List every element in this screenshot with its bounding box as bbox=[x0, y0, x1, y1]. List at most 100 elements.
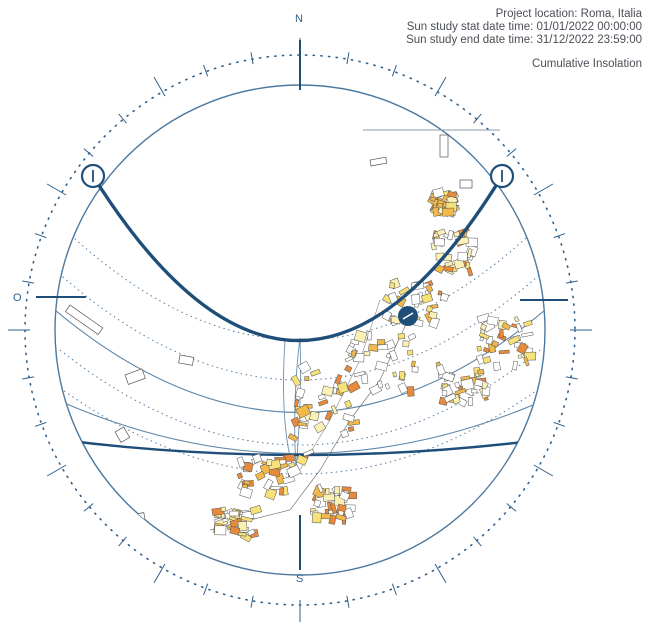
building-footprint bbox=[334, 486, 341, 495]
building-footprint bbox=[565, 248, 576, 259]
sun-position-marker-icon[interactable] bbox=[398, 306, 418, 326]
building-footprint bbox=[476, 345, 483, 352]
building-footprint bbox=[313, 499, 322, 508]
building-footprint bbox=[243, 479, 251, 486]
building-footprint bbox=[466, 248, 473, 259]
building-footprint bbox=[286, 464, 302, 479]
building-footprint bbox=[550, 260, 562, 269]
building-footprint bbox=[555, 248, 558, 254]
building-footprint bbox=[297, 421, 308, 427]
building-footprint bbox=[250, 585, 268, 595]
building-footprint bbox=[439, 292, 450, 302]
building-footprint bbox=[474, 379, 484, 387]
winter-solstice-path bbox=[61, 438, 541, 457]
building-footprint bbox=[377, 339, 385, 345]
building-footprint bbox=[439, 134, 449, 158]
compass-tick bbox=[533, 464, 554, 477]
building-footprint bbox=[237, 531, 247, 537]
building-footprint bbox=[353, 370, 366, 378]
building-footprint bbox=[313, 421, 327, 434]
building-footprint bbox=[350, 349, 357, 357]
building-footprint bbox=[563, 236, 571, 246]
building-footprint bbox=[486, 315, 499, 326]
building-footprint bbox=[376, 380, 384, 389]
north-label: N bbox=[295, 13, 303, 25]
building-footprint bbox=[507, 335, 521, 346]
building-footprint bbox=[571, 246, 578, 254]
building-footprint bbox=[114, 426, 131, 443]
compass-tick bbox=[22, 280, 35, 284]
building-footprint bbox=[479, 336, 484, 342]
building-footprint bbox=[460, 377, 475, 391]
compass-tick bbox=[473, 113, 482, 124]
solstice-handle-icon[interactable] bbox=[80, 163, 106, 189]
building-footprint bbox=[317, 393, 326, 401]
building-footprint bbox=[501, 322, 512, 331]
building-footprint bbox=[564, 238, 573, 247]
building-footprint bbox=[471, 388, 478, 394]
building-footprint bbox=[477, 368, 485, 375]
building-footprint bbox=[239, 486, 253, 499]
building-footprint bbox=[229, 510, 239, 517]
compass-tick bbox=[203, 64, 209, 77]
building-footprint bbox=[236, 456, 246, 468]
compass-tick bbox=[153, 563, 166, 584]
building-footprint bbox=[398, 286, 410, 296]
building-footprint bbox=[454, 381, 461, 389]
building-footprint bbox=[549, 252, 562, 259]
building-footprint bbox=[236, 472, 244, 480]
compass-tick bbox=[506, 148, 517, 157]
compass-tick bbox=[391, 64, 397, 77]
building-footprint bbox=[377, 344, 389, 351]
building-footprint bbox=[344, 355, 354, 363]
building-footprint bbox=[124, 368, 146, 385]
building-footprint bbox=[524, 351, 536, 361]
compass-tick bbox=[250, 595, 254, 608]
building-footprint bbox=[309, 410, 320, 422]
building-footprint bbox=[523, 356, 530, 367]
compass-tick bbox=[118, 536, 127, 547]
building-footprint bbox=[397, 333, 406, 340]
compass-tick bbox=[153, 76, 166, 97]
compass-tick bbox=[553, 233, 566, 239]
building-footprint bbox=[220, 506, 227, 512]
building-footprint bbox=[237, 520, 248, 532]
building-footprint bbox=[321, 385, 334, 397]
building-footprint bbox=[324, 410, 333, 421]
compass-tick bbox=[46, 183, 67, 196]
building-footprint bbox=[432, 232, 439, 238]
building-footprint bbox=[428, 311, 438, 320]
building-footprint bbox=[310, 368, 321, 377]
building-footprint bbox=[249, 504, 262, 516]
building-footprint bbox=[549, 249, 560, 258]
building-footprint bbox=[240, 515, 253, 523]
building-footprint bbox=[342, 413, 356, 423]
building-footprint bbox=[459, 179, 473, 189]
compass-tick bbox=[346, 52, 350, 65]
building-footprint bbox=[290, 374, 302, 387]
building-footprint bbox=[344, 399, 353, 409]
building-footprint bbox=[287, 433, 299, 442]
building-footprint bbox=[304, 376, 310, 382]
building-footprint bbox=[551, 240, 560, 249]
building-footprint bbox=[568, 257, 580, 268]
building-footprint bbox=[229, 526, 241, 536]
building-footprint bbox=[498, 349, 510, 355]
compass-ring bbox=[8, 38, 592, 622]
building-footprint bbox=[564, 239, 573, 249]
building-footprint bbox=[329, 502, 338, 515]
building-footprints bbox=[64, 134, 580, 595]
sky-dome-outline bbox=[54, 84, 546, 576]
building-footprint bbox=[441, 390, 448, 397]
solstice-handle-icon[interactable] bbox=[489, 163, 515, 189]
building-footprint bbox=[320, 513, 331, 520]
building-footprint bbox=[295, 403, 312, 419]
building-footprint bbox=[482, 355, 492, 365]
compass-tick bbox=[565, 376, 578, 380]
building-footprint bbox=[369, 156, 388, 167]
building-footprint bbox=[553, 253, 559, 258]
compass-tick bbox=[203, 583, 209, 596]
building-footprint bbox=[517, 354, 523, 359]
building-footprint bbox=[344, 364, 353, 373]
